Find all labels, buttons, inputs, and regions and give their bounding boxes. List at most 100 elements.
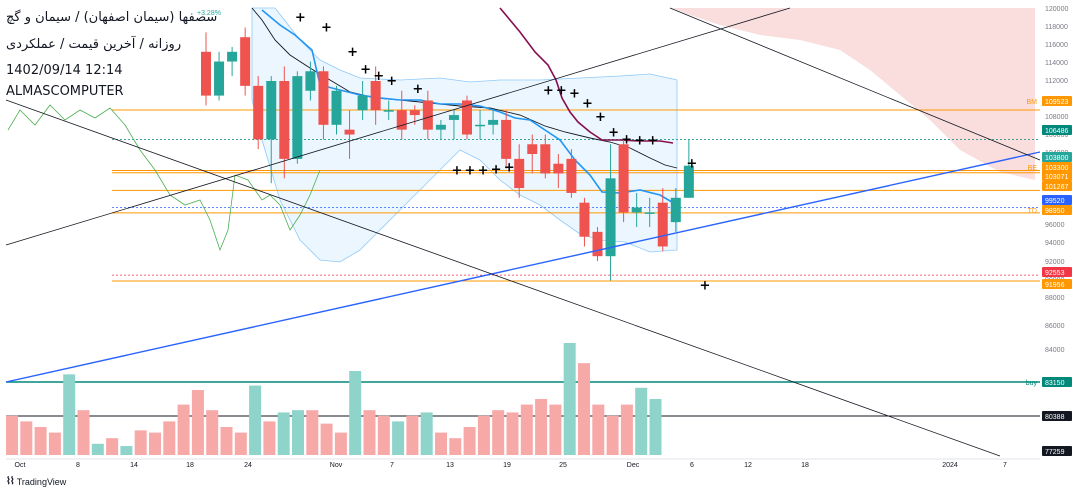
candle-body <box>566 158 577 193</box>
candle-body <box>357 95 368 111</box>
candle-body <box>605 178 616 257</box>
candle-body <box>383 110 394 112</box>
candle-body <box>514 158 525 189</box>
price-badge-value: 109523 <box>1045 99 1068 106</box>
candle-body <box>422 100 433 130</box>
psar-marker: + <box>686 157 697 172</box>
psar-marker: + <box>634 133 645 148</box>
y-tick-label: 88000 <box>1045 295 1065 302</box>
psar-marker: + <box>386 74 397 89</box>
price-badge-value: 77259 <box>1045 449 1065 456</box>
candle-body <box>462 100 472 135</box>
price-badge-label: BE <box>1028 165 1038 172</box>
volume-bar <box>249 385 262 455</box>
x-tick-label: 14 <box>130 462 138 469</box>
psar-marker: + <box>451 164 462 179</box>
price-badge <box>1042 96 1072 106</box>
x-tick-label: 2024 <box>942 462 958 469</box>
candle-body <box>318 71 329 125</box>
volume-bar <box>191 390 204 455</box>
ichimoku-cloud <box>672 8 1035 180</box>
y-axis: 1200001180001160001140001120001100001080… <box>1026 0 1080 470</box>
price-badge <box>1042 152 1072 162</box>
chart-subtitle: روزانه / آخرین قیمت / عملکردی <box>6 37 182 52</box>
y-tick-label: 116000 <box>1045 42 1068 49</box>
trend-lines[interactable] <box>5 7 1041 457</box>
psar-marker: + <box>347 45 358 60</box>
price-badge <box>1042 267 1072 277</box>
x-tick-label: Nov <box>330 462 343 469</box>
volume-bar <box>377 415 390 455</box>
tradingview-logo[interactable]: ⌇⌇ TradingView <box>6 476 66 487</box>
psar-marker: + <box>543 84 554 99</box>
down-line-a <box>5 99 1001 457</box>
x-tick-label: 19 <box>503 462 511 469</box>
x-tick-label: Dec <box>627 462 640 469</box>
price-badge-label: buy <box>1026 380 1038 387</box>
y-tick-label: 94000 <box>1045 240 1065 247</box>
volume-bar <box>563 343 576 455</box>
psar-marker: + <box>608 126 619 141</box>
volume-bar <box>535 399 548 455</box>
volume-bar <box>477 415 490 455</box>
candle-body <box>644 212 655 214</box>
volume-bar <box>492 410 505 455</box>
candle-body <box>201 51 211 96</box>
volume-bar <box>106 438 119 455</box>
candle-body <box>305 71 316 91</box>
candle-body <box>214 61 225 96</box>
psar-marker: + <box>504 161 515 176</box>
volume-bar <box>435 432 447 455</box>
price-badge-value: 103300 <box>1045 165 1068 172</box>
candle-body <box>592 231 603 257</box>
candle-body <box>657 202 668 247</box>
change-badge: +3.28% <box>197 10 221 17</box>
volume-bar <box>91 443 104 455</box>
psar-marker: + <box>647 133 658 148</box>
volume-bar <box>320 423 333 455</box>
price-badge-value: 98950 <box>1045 208 1065 215</box>
chart-datetime: 1402/09/14 12:14 <box>6 63 123 78</box>
price-badge <box>1042 446 1072 456</box>
volume-bar <box>578 363 590 455</box>
price-badge-value: 92553 <box>1045 270 1065 277</box>
candles <box>201 27 694 281</box>
volume-bar <box>177 404 190 455</box>
candle-body <box>553 163 564 174</box>
volume-bar <box>163 421 176 455</box>
volume-bar <box>649 399 662 455</box>
price-badge <box>1042 125 1072 135</box>
volume-bar <box>420 412 433 455</box>
volume-bar <box>349 371 362 455</box>
candle-body <box>409 110 420 116</box>
psar-marker: + <box>295 11 306 26</box>
volume-bar <box>620 404 633 455</box>
psar-marker: + <box>556 84 567 99</box>
volume-bar <box>606 415 619 455</box>
volume-bar <box>48 432 61 455</box>
candle-body <box>540 144 551 174</box>
volume-bar <box>77 410 90 455</box>
candle-body <box>331 90 342 125</box>
psar-marker: + <box>465 164 476 179</box>
brand-name: TradingView <box>16 476 67 487</box>
x-tick-label: 6 <box>690 462 694 469</box>
candle-body <box>253 85 264 140</box>
volume-bar <box>292 410 304 455</box>
symbol-title: سصفها (سیمان اصفهان) / سیمان و گچ <box>6 10 218 25</box>
price-badge <box>1042 181 1072 191</box>
psar-marker: + <box>478 164 489 179</box>
y-axis-bg <box>1040 0 1080 470</box>
volume-bar <box>263 421 276 455</box>
volume-bar <box>277 412 290 455</box>
psar-markers: ++++ + +++ + + + ++ + ++++ + + +++ <box>295 11 710 294</box>
candle-body <box>448 115 459 120</box>
bollinger-band <box>251 7 678 263</box>
y-tick-label: 92000 <box>1045 259 1065 266</box>
volume-bars <box>6 343 662 455</box>
psar-marker: + <box>621 132 632 147</box>
x-tick-label: 24 <box>244 462 252 469</box>
price-badge <box>1042 162 1072 172</box>
price-badge <box>1042 411 1072 421</box>
